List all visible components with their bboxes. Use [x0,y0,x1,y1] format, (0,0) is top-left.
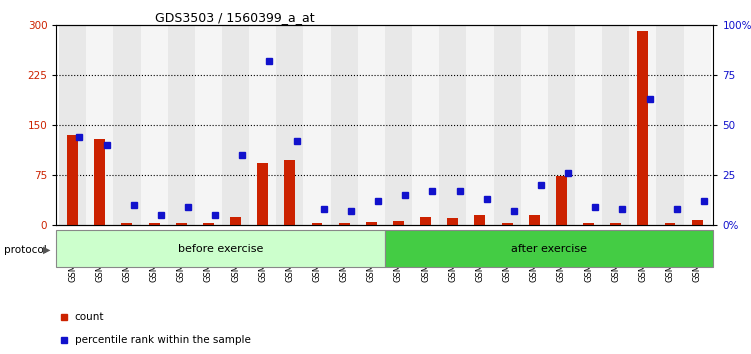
Bar [149,223,159,225]
Bar [230,217,241,225]
Text: after exercise: after exercise [511,244,587,254]
Bar [195,25,222,225]
Bar [113,25,140,225]
Bar [67,135,78,225]
Bar [303,25,330,225]
Bar [547,25,575,225]
Bar [249,25,276,225]
Bar [330,25,357,225]
Bar [656,25,683,225]
Bar [439,25,466,225]
Bar [95,139,105,225]
Bar [222,25,249,225]
Text: protocol: protocol [4,245,47,255]
Bar [493,25,520,225]
Bar [203,223,214,225]
Bar [575,25,602,225]
Bar [412,25,439,225]
Bar [56,230,385,267]
Bar [475,216,485,225]
Bar [556,176,567,225]
Bar [276,25,303,225]
Text: before exercise: before exercise [178,244,264,254]
Bar [602,25,629,225]
Bar [285,160,295,225]
Bar [59,25,86,225]
Bar [529,216,540,225]
Bar [140,25,167,225]
Bar [583,223,594,225]
Bar [393,222,404,225]
Text: count: count [75,312,104,322]
Text: GDS3503 / 1560399_a_at: GDS3503 / 1560399_a_at [155,11,315,24]
Bar [357,25,385,225]
Bar [502,223,512,225]
Bar [638,32,648,225]
Bar [692,220,703,225]
Bar [611,223,621,225]
Bar [167,25,195,225]
Text: percentile rank within the sample: percentile rank within the sample [75,335,251,346]
Bar [466,25,493,225]
Bar [448,218,458,225]
Text: ▶: ▶ [43,245,50,255]
Bar [520,25,547,225]
Bar [86,25,113,225]
Bar [312,223,322,225]
Bar [339,223,349,225]
Bar [366,222,377,225]
Bar [385,25,412,225]
Bar [122,223,132,225]
Bar [683,25,710,225]
Bar [629,25,656,225]
Bar [385,230,713,267]
Bar [665,223,675,225]
Bar [258,164,268,225]
Bar [176,223,187,225]
Bar [421,217,431,225]
